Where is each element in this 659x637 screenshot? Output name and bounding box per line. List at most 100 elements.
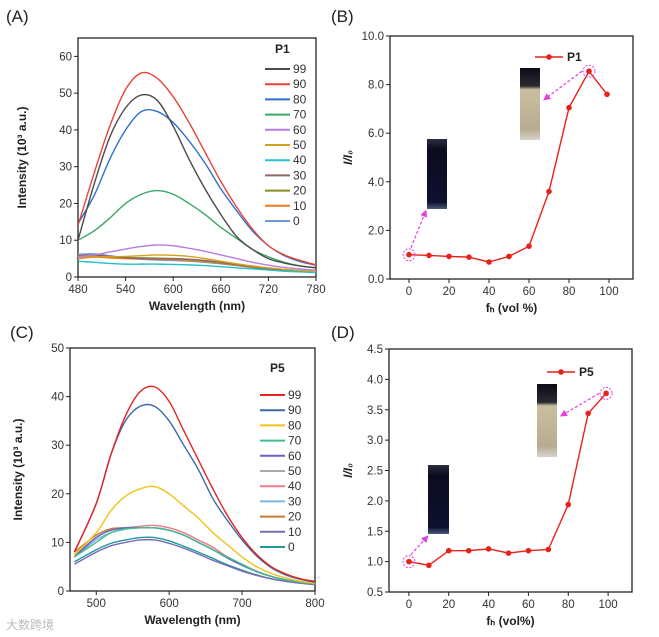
legend-label: 30 <box>288 494 302 508</box>
series-line-60 <box>78 244 316 272</box>
panel-label: (D) <box>331 323 355 342</box>
legend-label: 0 <box>288 540 295 554</box>
x-tick-label: 500 <box>87 598 106 610</box>
y-tick-label: 50 <box>59 88 72 100</box>
x-tick-label: 60 <box>523 286 536 298</box>
legend-label: P5 <box>579 365 594 379</box>
legend-title: P5 <box>270 361 285 375</box>
x-tick-label: 600 <box>160 598 179 610</box>
x-axis-label: fₕ (vol %) <box>486 301 538 315</box>
x-tick-label: 780 <box>306 284 325 296</box>
y-tick-label: 30 <box>51 440 64 452</box>
legend-label: 20 <box>293 184 307 198</box>
y-tick-label: 2.0 <box>368 225 384 237</box>
panel-d: (D) 0 20 40 60 80 100 0.5 1.0 1.5 2.0 2.5 3.0 3.5 4.0 4… <box>331 323 633 628</box>
series-line-50 <box>78 254 316 273</box>
data-point <box>526 243 532 249</box>
x-tick-label: 20 <box>442 599 455 611</box>
legend-label: 20 <box>288 510 302 524</box>
y-axis-label: Intensity (10³ a.u.) <box>15 106 29 208</box>
highlight-circle <box>402 248 416 262</box>
data-point <box>406 558 412 565</box>
y-tick-label: 3.0 <box>367 435 383 447</box>
legend-label: 40 <box>293 153 307 167</box>
legend-title: P1 <box>275 42 290 56</box>
y-tick-label: 10 <box>51 537 64 549</box>
legend-label: 10 <box>288 525 302 539</box>
highlight-circle <box>582 64 596 78</box>
data-point <box>465 547 472 554</box>
x-tick-label: 60 <box>522 599 535 611</box>
legend-label: 70 <box>288 434 302 448</box>
x-tick-label: 540 <box>116 284 135 296</box>
cuvette-photo-light <box>537 384 557 457</box>
watermark: 大数跨境 <box>6 618 55 632</box>
series-line-40 <box>73 524 315 585</box>
pointer-arrow <box>559 392 600 417</box>
highlight-circle <box>402 555 416 569</box>
x-tick-label: 100 <box>599 599 618 611</box>
x-tick-label: 720 <box>259 284 278 296</box>
cuvette-photo-light <box>520 68 540 140</box>
pointer-arrow <box>543 70 583 101</box>
x-axis-label: Wavelength (nm) <box>149 299 245 313</box>
y-tick-label: 0.5 <box>367 587 383 599</box>
legend-label: 70 <box>293 108 307 122</box>
data-point <box>545 546 552 553</box>
legend-label: 60 <box>293 123 307 137</box>
series-line-80 <box>78 108 316 266</box>
x-tick-label: 660 <box>211 284 230 296</box>
x-tick-label: 0 <box>406 599 412 611</box>
y-tick-label: 1.0 <box>367 557 383 569</box>
data-point <box>426 562 432 569</box>
x-tick-label: 800 <box>305 598 324 610</box>
plot-frame <box>388 348 633 593</box>
x-tick-label: 600 <box>164 284 183 296</box>
plot-frame <box>69 347 316 592</box>
data-point <box>546 188 552 195</box>
series-line-99 <box>73 385 315 582</box>
panel-a: (A)480 540 600 660 720 7800102030405060Wavele… <box>6 7 326 313</box>
legend-marker <box>558 369 564 375</box>
y-tick-label: 8.0 <box>368 80 384 92</box>
pointer-arrow <box>410 535 429 556</box>
legend-label: 80 <box>293 92 307 106</box>
y-tick-label: 0 <box>66 272 72 284</box>
series-line-70 <box>78 189 316 269</box>
legend-label: 50 <box>293 138 307 152</box>
x-tick-label: 0 <box>406 286 412 298</box>
y-tick-label: 0.0 <box>368 274 384 286</box>
data-point <box>585 410 591 417</box>
data-point <box>603 390 609 397</box>
legend-label: 30 <box>293 168 307 182</box>
series-line-0 <box>74 536 315 585</box>
legend-label: 50 <box>288 464 302 478</box>
series-line-90 <box>73 403 315 583</box>
panel-label: (B) <box>331 7 354 26</box>
y-axis-label: I/I₀ <box>341 463 355 478</box>
data-point <box>406 251 412 258</box>
y-tick-label: 50 <box>51 343 64 355</box>
data-point <box>446 253 452 260</box>
y-tick-label: 40 <box>59 125 72 137</box>
x-tick-label: 700 <box>232 598 251 610</box>
data-point <box>466 254 472 260</box>
legend-marker <box>546 54 552 60</box>
series-line-99 <box>78 93 316 269</box>
panel-label: (A) <box>6 7 29 26</box>
plot-frame <box>389 35 634 280</box>
series-line-90 <box>78 71 316 266</box>
legend-label: P1 <box>567 50 582 64</box>
x-tick-label: 40 <box>483 286 496 298</box>
data-point <box>506 253 512 260</box>
x-tick-label: 80 <box>562 599 575 611</box>
data-point <box>505 550 512 556</box>
panel-label: (C) <box>10 323 34 342</box>
series-line-40 <box>78 260 316 274</box>
data-point <box>486 259 492 265</box>
x-axis-label: fₕ (vol%) <box>486 614 534 628</box>
data-point <box>604 91 610 98</box>
legend-label: 99 <box>293 62 307 76</box>
